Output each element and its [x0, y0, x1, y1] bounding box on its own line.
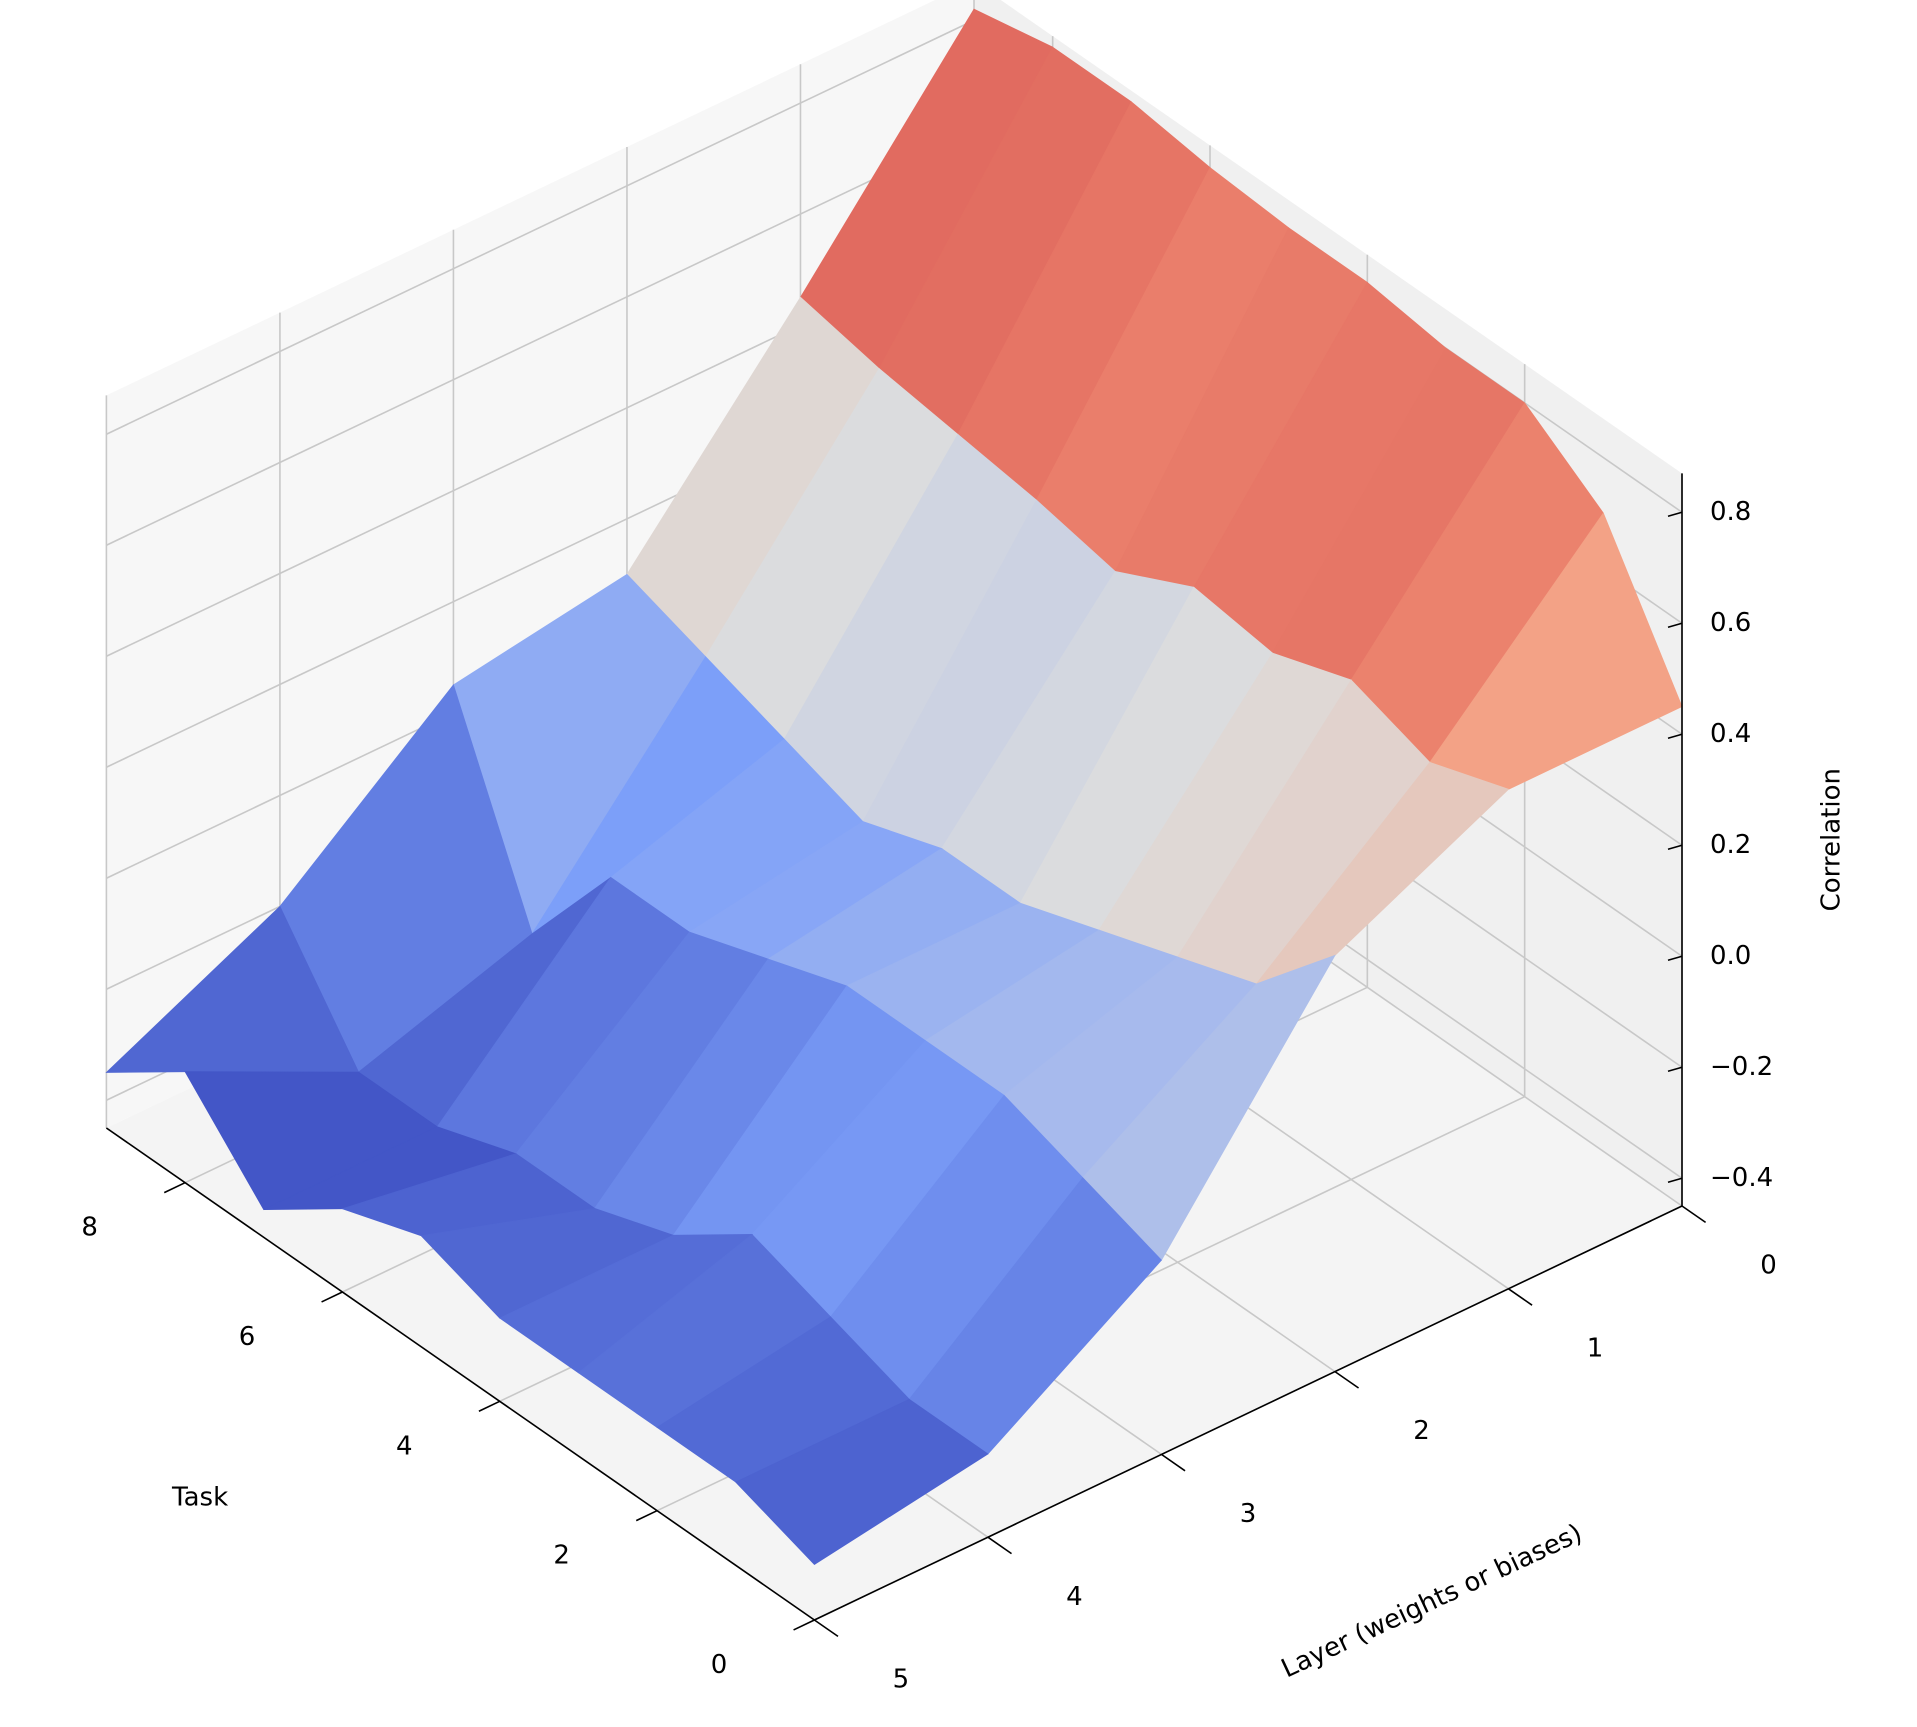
surface: [105, 8, 1683, 1566]
y-tick-label: 0: [1760, 1251, 1777, 1281]
x-axis-label: Task: [171, 1483, 228, 1513]
z-tick-label: 0.4: [1710, 719, 1751, 749]
z-tick: [1667, 955, 1683, 962]
y-tick: [1160, 1453, 1186, 1472]
y-axis-label: Layer (weights or biases): [1277, 1518, 1587, 1684]
x-tick-label: 2: [553, 1541, 570, 1571]
surface-face: [735, 1398, 989, 1566]
z-tick: [1667, 1066, 1683, 1073]
x-axis-line: [105, 1127, 815, 1621]
y-tick: [1334, 1370, 1360, 1389]
left-wall-pane: [106, 0, 974, 1128]
y-tick-label: 5: [893, 1665, 910, 1695]
y-tick-label: 3: [1240, 1499, 1257, 1529]
z-tick-label: −0.2: [1710, 1052, 1773, 1082]
z-tick-label: 0.8: [1710, 497, 1751, 527]
z-axis-label: Correlation: [1817, 768, 1847, 911]
x-tick: [163, 1181, 186, 1194]
grid-line: [106, 19, 975, 435]
y-tick: [813, 1619, 839, 1638]
x-tick-label: 0: [711, 1650, 728, 1680]
y-axis-line: [814, 1205, 1683, 1621]
x-tick-label: 6: [239, 1322, 256, 1352]
x-tick: [321, 1291, 343, 1303]
z-tick: [1667, 511, 1683, 518]
z-tick: [1667, 733, 1683, 740]
x-tick-label: 8: [81, 1213, 98, 1243]
y-tick: [987, 1536, 1012, 1555]
x-tick: [793, 1619, 815, 1631]
y-tick: [1508, 1288, 1533, 1306]
z-tick-label: 0.0: [1710, 941, 1751, 971]
z-tick: [1667, 622, 1683, 629]
z-tick-label: 0.6: [1710, 608, 1751, 638]
y-tick-label: 1: [1587, 1333, 1604, 1363]
z-tick-label: −0.4: [1710, 1163, 1773, 1193]
x-tick: [635, 1509, 658, 1522]
z-tick: [1667, 1177, 1683, 1184]
y-tick-label: 4: [1066, 1582, 1083, 1612]
z-tick-label: 0.2: [1710, 830, 1751, 860]
grid-line: [106, 130, 975, 546]
y-tick-label: 2: [1413, 1416, 1430, 1446]
x-tick-label: 4: [396, 1431, 413, 1461]
z-tick: [1667, 844, 1683, 851]
x-tick: [478, 1400, 501, 1412]
y-tick: [1681, 1205, 1707, 1224]
